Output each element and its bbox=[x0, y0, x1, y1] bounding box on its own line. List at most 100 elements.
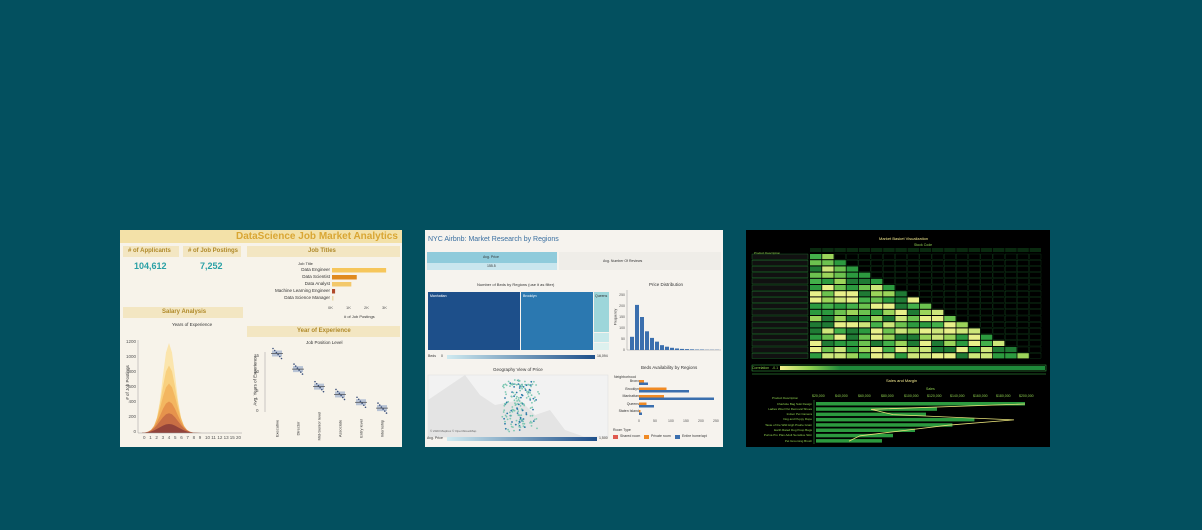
kpi-applicants-value: 104,612 bbox=[134, 261, 167, 271]
map-price-dot bbox=[525, 384, 528, 387]
heatmap-empty-cell bbox=[944, 253, 956, 260]
beds-availability-title: Beds Availability by Regions bbox=[641, 365, 698, 370]
salary-xtick: 3 bbox=[161, 435, 165, 440]
heatmap-empty-cell bbox=[956, 272, 968, 278]
heatmap-cell bbox=[810, 266, 822, 272]
heatmap-empty-cell bbox=[919, 297, 932, 303]
map-price-dot bbox=[525, 397, 528, 399]
heatmap-empty-cell bbox=[956, 315, 968, 322]
map-price-dot bbox=[519, 418, 521, 421]
heatmap-empty-cell bbox=[992, 322, 1005, 328]
salary-ytick: 1200 bbox=[125, 339, 136, 344]
heatmap-empty-cell bbox=[968, 322, 981, 328]
map-price-dot bbox=[506, 418, 509, 421]
heatmap-row-label-cell bbox=[751, 353, 809, 359]
map-price-dot bbox=[514, 383, 516, 385]
salary-xtick: 2 bbox=[155, 435, 158, 440]
filter-avg-reviews-label: Avg. Number Of Reviews bbox=[603, 259, 643, 263]
heatmap-empty-cell bbox=[1029, 315, 1042, 322]
heatmap-cell bbox=[822, 266, 834, 272]
heatmap-cell bbox=[822, 297, 834, 303]
heatmap-empty-cell bbox=[992, 334, 1005, 340]
map-price-dot bbox=[533, 400, 536, 402]
heatmap-empty-cell bbox=[907, 291, 920, 297]
map-price-dot bbox=[507, 380, 510, 383]
map-price-dot bbox=[533, 380, 535, 383]
map-price-dot bbox=[505, 401, 508, 404]
job-title-bar bbox=[332, 275, 357, 280]
heatmap-empty-cell bbox=[980, 328, 993, 334]
heatmap-row-label-cell bbox=[751, 309, 809, 316]
heatmap-cell bbox=[895, 303, 907, 309]
map-price-dot bbox=[520, 414, 523, 417]
heatmap-cell bbox=[919, 303, 932, 309]
heatmap-cell bbox=[944, 328, 956, 334]
experience-level-label: Mid-Senior level bbox=[316, 411, 322, 441]
heatmap-cell bbox=[834, 278, 846, 284]
heatmap-cell bbox=[871, 316, 883, 322]
heatmap-cell bbox=[980, 347, 993, 353]
heatmap-cell bbox=[895, 353, 907, 359]
heatmap-cell bbox=[822, 260, 834, 266]
heatmap-cell bbox=[907, 328, 919, 334]
dashboard-thumbnail-market-basket[interactable]: Market Basket Visualization Stock Code P… bbox=[746, 230, 1050, 447]
treemap-title: Number of Beds by Regions (use it as fil… bbox=[477, 282, 555, 287]
salary-subtitle: Years of Experience bbox=[172, 322, 213, 327]
heatmap-column-header: Stock Code bbox=[914, 243, 933, 247]
experience-point bbox=[315, 382, 318, 385]
dashboard-thumbnail-nyc-airbnb[interactable]: NYC Airbnb: Market Research by Regions A… bbox=[425, 230, 723, 447]
heatmap-cell bbox=[907, 353, 919, 359]
heatmap-cell bbox=[822, 272, 834, 278]
heatmap-cell bbox=[871, 297, 883, 303]
price-histogram-bar bbox=[685, 349, 689, 350]
heatmap-cell bbox=[822, 340, 834, 346]
map-price-dot bbox=[529, 397, 531, 400]
heatmap-empty-cell bbox=[968, 272, 981, 278]
map-price-dot bbox=[518, 397, 520, 399]
beds-row-label: Brooklyn bbox=[625, 386, 639, 391]
salary-xtick: 15 bbox=[229, 435, 235, 440]
heatmap-cell bbox=[834, 353, 846, 359]
heatmap-empty-cell bbox=[1017, 334, 1029, 340]
dashboard-title: Market Basket Visualization bbox=[879, 236, 929, 241]
sales-product-label: Indoor Pet Camera bbox=[786, 412, 812, 417]
experience-point bbox=[294, 365, 297, 367]
heatmap-cell bbox=[883, 285, 895, 291]
heatmap-empty-cell bbox=[968, 291, 981, 297]
heatmap-cell bbox=[993, 340, 1005, 346]
map-price-dot bbox=[519, 405, 522, 407]
price-ytick: 100 bbox=[619, 326, 625, 330]
heatmap-empty-cell bbox=[1029, 253, 1042, 260]
map-price-dot bbox=[504, 397, 506, 399]
heatmap-cell bbox=[822, 322, 834, 328]
heatmap-empty-cell bbox=[1017, 284, 1029, 291]
map-price-dot bbox=[502, 384, 505, 386]
experience-point bbox=[338, 392, 341, 395]
heatmap-cell bbox=[810, 278, 822, 284]
map-price-dot bbox=[510, 409, 513, 412]
salary-xtick: 7 bbox=[186, 435, 189, 440]
heatmap-cell bbox=[822, 347, 834, 353]
map-price-dot bbox=[509, 417, 512, 420]
experience-level-label: Entry level bbox=[358, 419, 364, 438]
sales-xtick: $160,000 bbox=[973, 394, 988, 398]
heatmap-cell bbox=[907, 347, 919, 353]
heatmap-empty-cell bbox=[1029, 353, 1042, 359]
heatmap-cell bbox=[883, 309, 895, 315]
heatmap-cell bbox=[919, 334, 932, 340]
map-price-dot bbox=[509, 382, 512, 385]
dashboard-thumbnail-job-market[interactable]: DataScience Job Market Analytics # of Ap… bbox=[120, 230, 402, 447]
experience-header: Year of Experience bbox=[297, 328, 351, 334]
heatmap-empty-cell bbox=[992, 284, 1005, 291]
heatmap-empty-cell bbox=[1029, 260, 1042, 266]
heatmap-empty-cell bbox=[968, 266, 981, 272]
map-price-dot bbox=[518, 429, 521, 431]
heatmap-empty-cell bbox=[956, 278, 968, 285]
heatmap-column-cell bbox=[968, 248, 980, 252]
heatmap-cell bbox=[810, 291, 822, 297]
heatmap-cell bbox=[846, 340, 858, 346]
beds-xtick: 250 bbox=[713, 419, 719, 423]
heatmap-empty-cell bbox=[895, 253, 907, 260]
price-histogram-bar bbox=[655, 341, 659, 350]
sales-product-label: Purina Pro Plan Adult Sensitive Skin bbox=[763, 433, 812, 438]
